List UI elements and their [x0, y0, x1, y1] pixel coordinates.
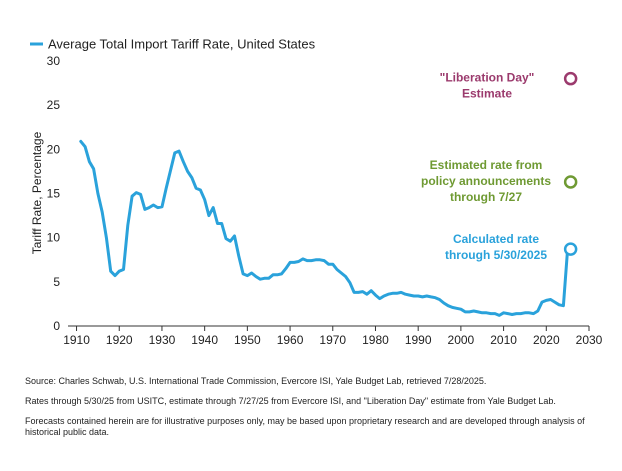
liberation-day-label: "Liberation Day" Estimate [440, 71, 535, 101]
estimated-rate-marker [563, 175, 578, 189]
estimated-rate-label: Estimated rate from policy announcements t… [421, 158, 551, 204]
x-tick-label: 1950 [234, 333, 261, 347]
disclaimer-note: Forecasts contained herein are for illus… [25, 416, 585, 437]
x-tick-label: 1960 [277, 333, 304, 347]
x-tick-label: 1970 [319, 333, 346, 347]
liberation-day-marker [563, 71, 578, 86]
y-tick-label: 5 [53, 275, 60, 289]
x-tick-label: 2030 [576, 333, 603, 347]
x-tick-label: 2010 [490, 333, 517, 347]
x-tick-label: 1990 [405, 333, 432, 347]
y-tick-label: 20 [47, 142, 61, 156]
source-note: Source: Charles Schwab, U.S. Internation… [25, 376, 487, 386]
series-line [79, 139, 570, 317]
series-layer [79, 139, 570, 317]
x-tick-label: 2000 [448, 333, 475, 347]
tariff-rate-chart: Average Total Import Tariff Rate, United… [30, 37, 603, 347]
x-tick-label: 2020 [533, 333, 560, 347]
y-tick-label: 25 [47, 98, 61, 112]
legend: Average Total Import Tariff Rate, United… [30, 37, 316, 52]
legend-label: Average Total Import Tariff Rate, United… [48, 37, 316, 52]
x-tick-label: 1940 [191, 333, 218, 347]
y-tick-label: 15 [47, 187, 61, 201]
x-axis-ticks: 1910 1920 1930 1940 1950 1960 1970 1980 1990 2000… [63, 326, 603, 347]
x-tick-label: 1930 [149, 333, 176, 347]
y-tick-label: 10 [47, 231, 61, 245]
footnotes: Source: Charles Schwab, U.S. Internation… [25, 376, 615, 443]
y-axis-ticks: 0 5 10 15 20 25 30 [47, 54, 61, 333]
rates-note: Rates through 5/30/25 from USITC, estima… [25, 396, 556, 406]
y-tick-label: 30 [47, 54, 61, 68]
y-axis-label: Tariff Rate, Percentage [30, 131, 44, 254]
calculated-rate-marker [563, 242, 578, 256]
calculated-rate-label: Calculated rate through 5/30/2025 [445, 232, 547, 262]
x-tick-label: 1910 [63, 333, 90, 347]
x-tick-label: 1980 [362, 333, 389, 347]
x-tick-label: 1920 [106, 333, 133, 347]
annotation-layer: "Liberation Day" Estimate Estimated rate f… [421, 71, 578, 262]
y-tick-label: 0 [53, 319, 60, 333]
